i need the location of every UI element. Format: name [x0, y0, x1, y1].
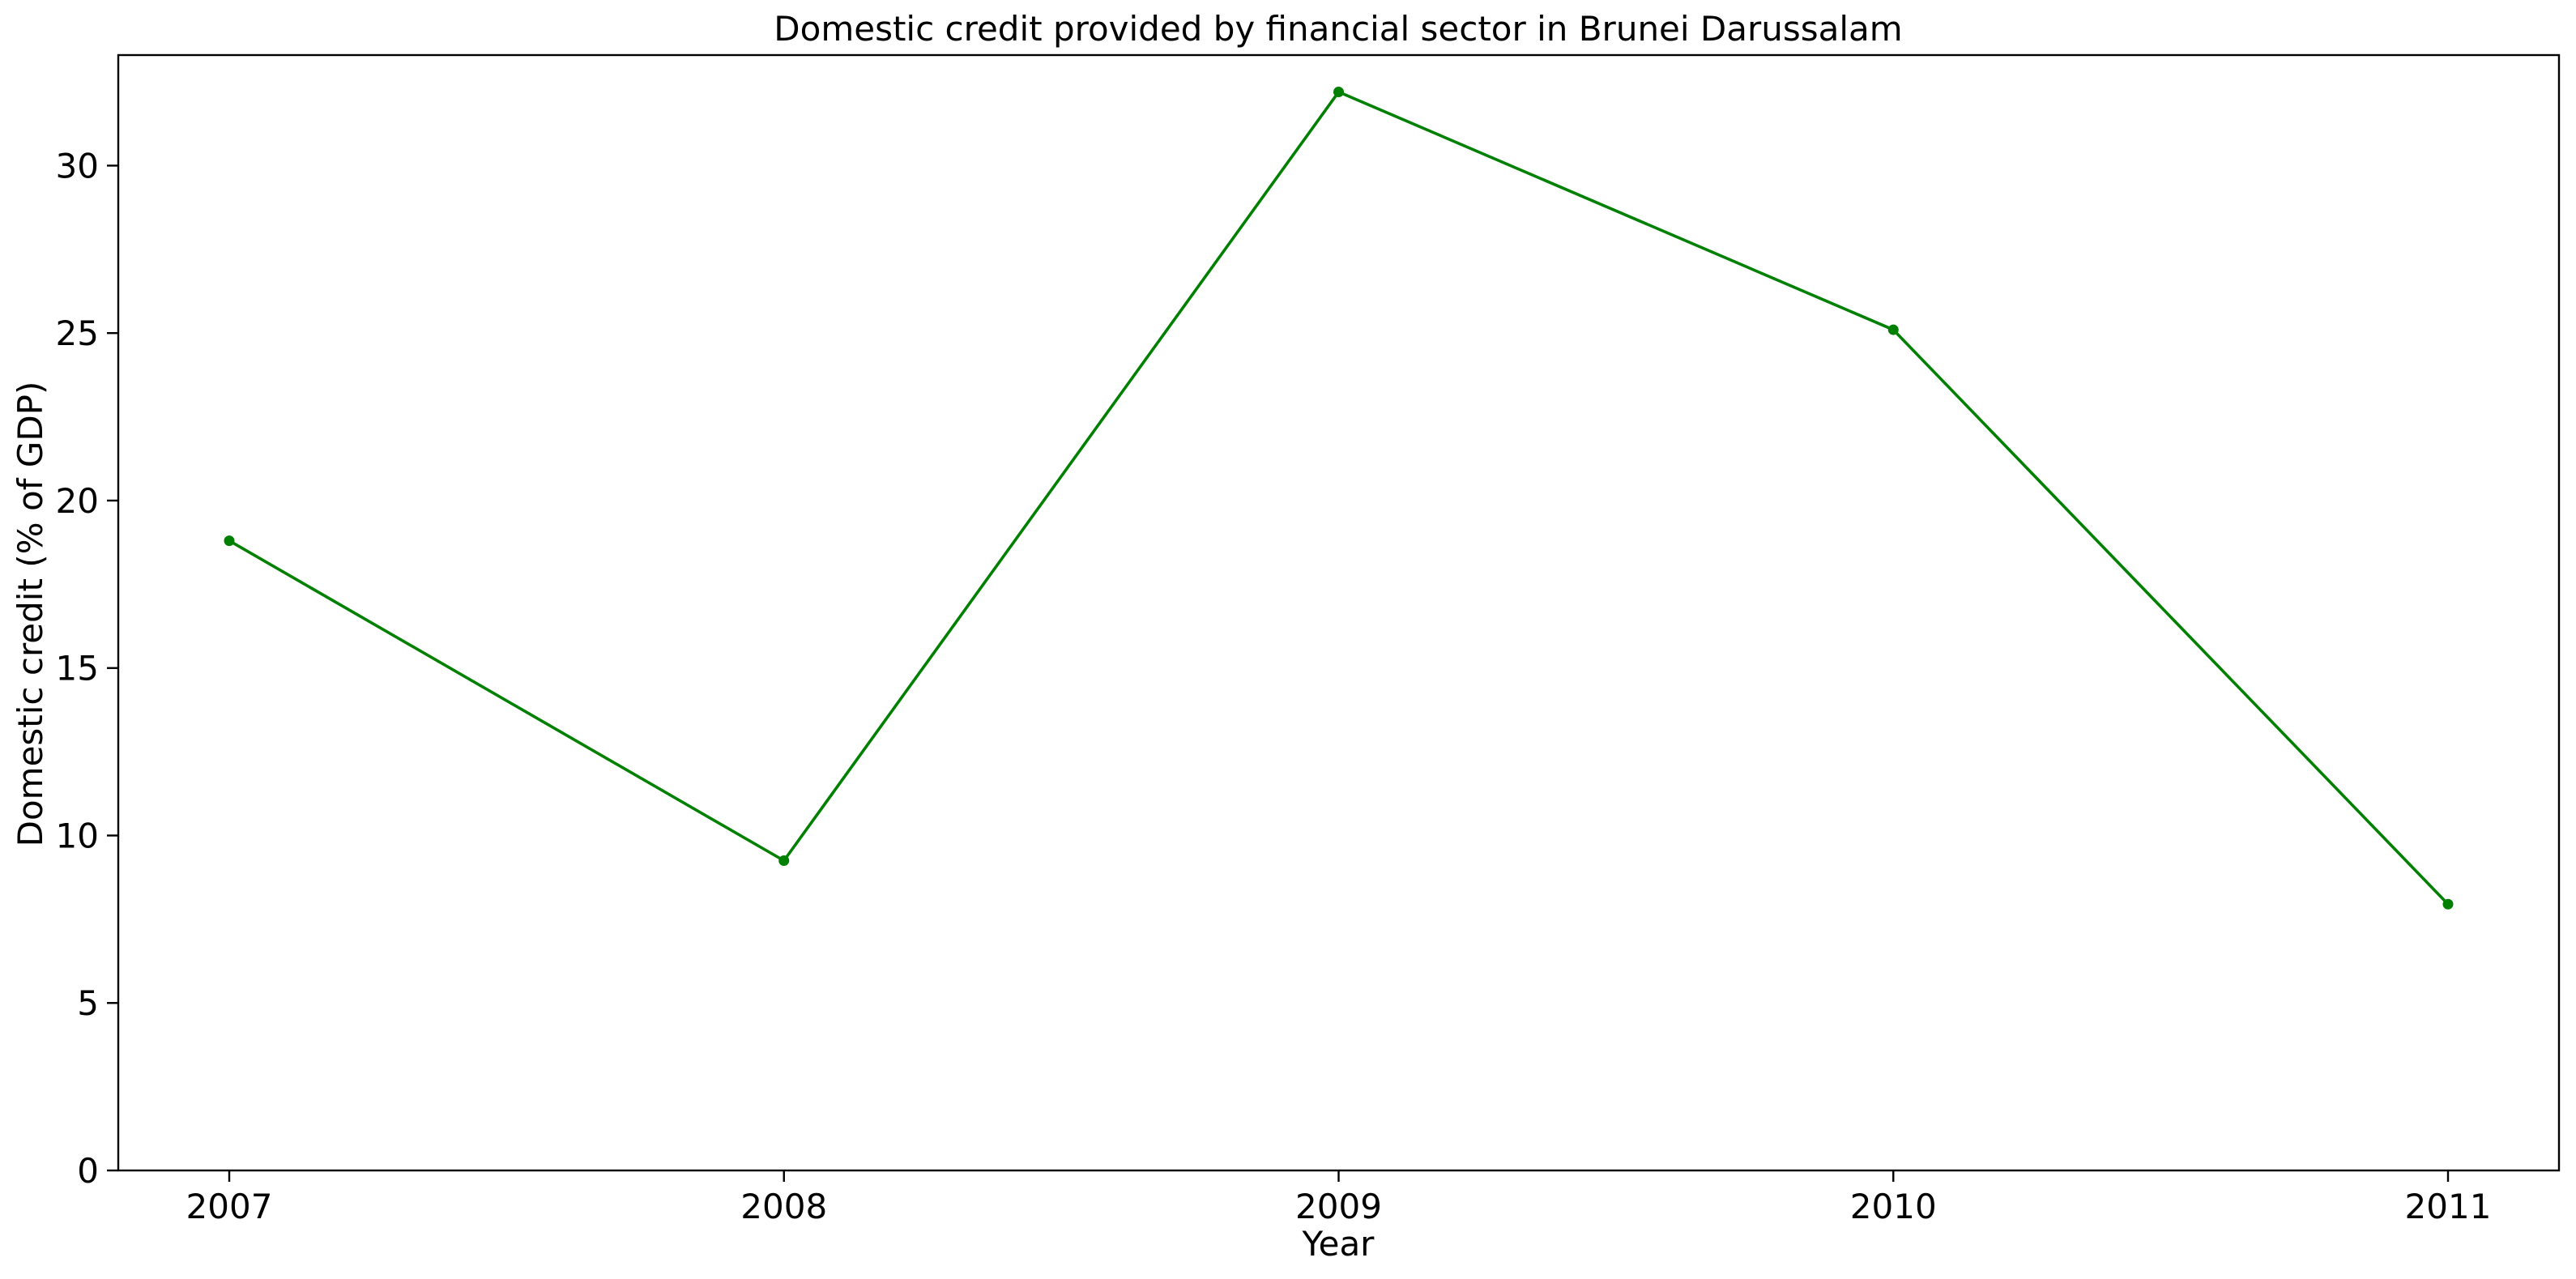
data-point: [1887, 324, 1899, 335]
y-axis-title: Domestic credit (% of GDP): [11, 382, 50, 847]
chart-title: Domestic credit provided by financial se…: [774, 9, 1902, 49]
x-axis-title: Year: [1302, 1224, 1375, 1264]
y-tick-label: 0: [77, 1151, 99, 1191]
x-axis: 2007 2008 2009 2010 2011: [186, 1170, 2492, 1226]
series-layer: [224, 86, 2454, 910]
y-tick-label: 30: [56, 146, 99, 185]
x-tick-label: 2011: [2405, 1187, 2492, 1226]
y-tick-label: 5: [77, 983, 99, 1023]
data-point: [1333, 86, 1344, 97]
data-point: [778, 855, 790, 866]
x-tick-label: 2010: [1850, 1187, 1937, 1226]
x-tick-label: 2007: [186, 1187, 273, 1226]
x-tick-label: 2008: [740, 1187, 827, 1226]
y-axis: 0 5 10 15 20 25 30: [56, 146, 118, 1191]
data-point: [224, 535, 235, 547]
y-tick-label: 10: [56, 816, 99, 855]
y-tick-label: 20: [56, 481, 99, 521]
y-tick-label: 25: [56, 313, 99, 353]
data-point: [2442, 898, 2454, 910]
y-tick-label: 15: [56, 649, 99, 689]
x-tick-label: 2009: [1295, 1187, 1382, 1226]
